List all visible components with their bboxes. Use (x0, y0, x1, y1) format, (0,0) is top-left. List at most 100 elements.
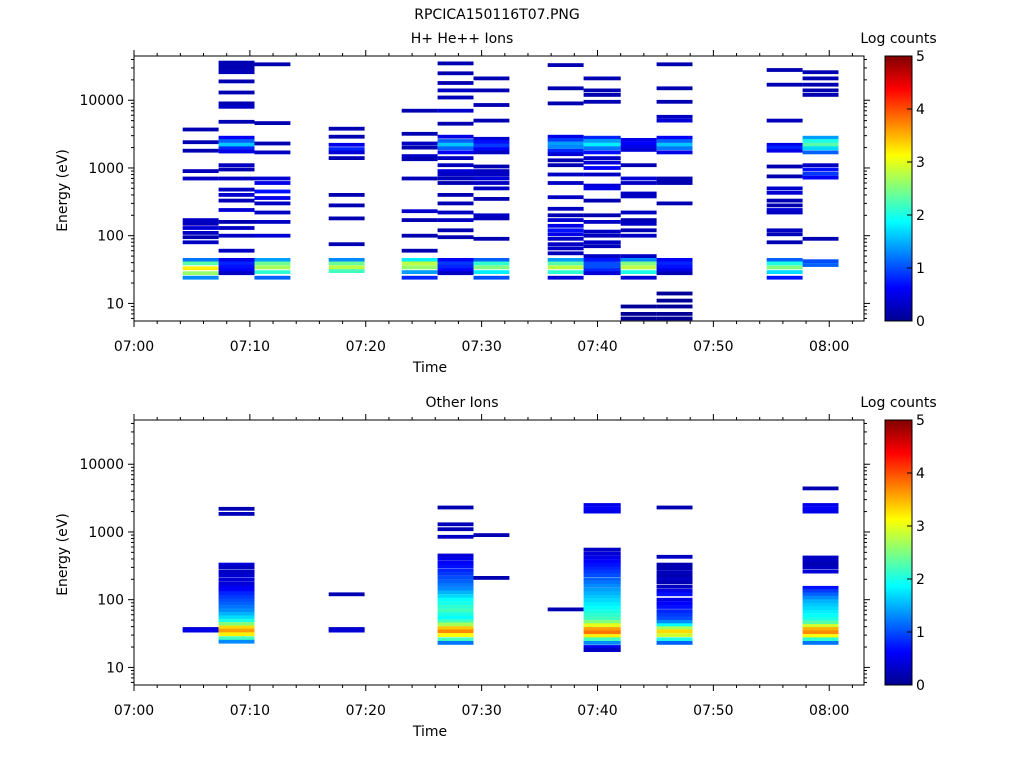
heatmap-cell (583, 261, 621, 266)
heatmap-cell (473, 140, 510, 145)
heatmap-cell (437, 619, 474, 624)
heatmap-cell (802, 263, 839, 267)
heatmap-cell (583, 566, 621, 571)
heatmap-cell (218, 512, 255, 516)
panel-h-he-ions: 07:00 07:10 07:20 07:30 07:40 07:50 08:0010100… (55, 31, 937, 376)
heatmap-cell (218, 615, 255, 620)
heatmap-cell (218, 598, 255, 603)
x-tick-label: 07:20 (346, 339, 386, 355)
heatmap-cell (182, 628, 219, 633)
heatmap-cell (473, 172, 510, 177)
heatmap-cell (583, 605, 621, 610)
heatmap-cell (218, 506, 255, 511)
heatmap-cell (583, 198, 621, 203)
heatmap-cell (328, 134, 365, 139)
x-tick-label: 07:10 (230, 339, 270, 355)
heatmap-cell (656, 316, 693, 321)
heatmap-cell (218, 233, 255, 238)
heatmap-cell (437, 590, 474, 595)
heatmap-cell (401, 154, 438, 158)
heatmap-cell (583, 172, 621, 177)
heatmap-cells (182, 60, 839, 321)
heatmap-cell (620, 194, 657, 199)
heatmap-cell (583, 591, 621, 595)
heatmap-cell (218, 258, 255, 262)
colorbar-label: Log counts (860, 31, 936, 47)
heatmap-cell (620, 163, 657, 168)
heatmap-cell (437, 608, 474, 613)
heatmap-cell (254, 233, 291, 238)
heatmap-cell (583, 577, 621, 582)
heatmap-cell (583, 587, 621, 592)
heatmap-cell (656, 633, 693, 637)
heatmap-cell (656, 570, 693, 575)
x-tick-label: 07:30 (461, 339, 501, 355)
colorbar-tick-label: 4 (916, 102, 925, 118)
heatmap-cell (620, 181, 657, 185)
heatmap-cell (802, 630, 839, 635)
heatmap-cell (766, 210, 803, 215)
heatmap-cell (656, 601, 693, 606)
heatmap-cell (473, 576, 510, 580)
heatmap-cell (218, 636, 255, 641)
heatmap-cell (401, 209, 438, 214)
y-tick-label: 10000 (79, 457, 124, 473)
heatmap-cell (766, 82, 803, 87)
heatmap-cell (182, 275, 219, 280)
heatmap-cell (437, 258, 474, 262)
heatmap-cell (766, 145, 803, 150)
colorbar-tick-label: 2 (916, 572, 925, 588)
heatmap-cell (656, 176, 693, 181)
heatmap-cell (473, 118, 510, 123)
heatmap-cell (656, 623, 693, 628)
heatmap-cell (547, 246, 584, 251)
heatmap-cell (656, 114, 693, 119)
heatmap-cell (218, 226, 255, 230)
heatmap-cell (218, 577, 255, 582)
figure-title: RPCICA150116T07.PNG (414, 7, 579, 23)
heatmap-cell (254, 196, 291, 200)
heatmap-cell (656, 562, 693, 567)
heatmap-cell (656, 304, 693, 309)
heatmap-cell (182, 235, 219, 240)
heatmap-cell (473, 103, 510, 107)
heatmap-cell (802, 585, 839, 590)
heatmap-cell (547, 228, 584, 233)
heatmap-cell (656, 637, 693, 642)
heatmap-cell (583, 186, 621, 191)
heatmap-cell (254, 265, 291, 270)
heatmap-cell (328, 592, 365, 597)
heatmap-cell (437, 557, 474, 561)
x-tick-label: 07:30 (461, 703, 501, 719)
heatmap-cell (802, 599, 839, 604)
heatmap-cell (802, 88, 839, 93)
heatmap-cell (547, 101, 584, 106)
heatmap-cell (437, 268, 474, 273)
heatmap-cell (401, 265, 438, 270)
heatmap-cell (218, 618, 255, 623)
heatmap-cell (218, 193, 255, 197)
x-tick-label: 07:50 (693, 703, 733, 719)
heatmap-cell (583, 637, 621, 642)
heatmap-cell (401, 233, 438, 238)
heatmap-cell (547, 242, 584, 247)
heatmap-cell (218, 70, 255, 75)
y-tick-label: 100 (97, 593, 124, 609)
heatmap-cell (401, 270, 438, 274)
heatmap-cell (802, 135, 839, 140)
x-tick-label: 08:00 (809, 339, 849, 355)
heatmap-cell (401, 275, 438, 280)
heatmap-cell (547, 163, 584, 168)
heatmap-cell (437, 264, 474, 269)
colorbar-tick-label: 2 (916, 208, 925, 224)
heatmap-cell (218, 632, 255, 637)
heatmap-cell (218, 565, 255, 570)
heatmap-cell (218, 90, 255, 95)
heatmap-cell (802, 146, 839, 151)
heatmap-cell (620, 233, 657, 238)
heatmap-cell (583, 88, 621, 93)
heatmap-cell (583, 160, 621, 165)
plot-frame (133, 419, 865, 686)
heatmap-cell (802, 558, 839, 563)
heatmap-cell (620, 138, 657, 142)
